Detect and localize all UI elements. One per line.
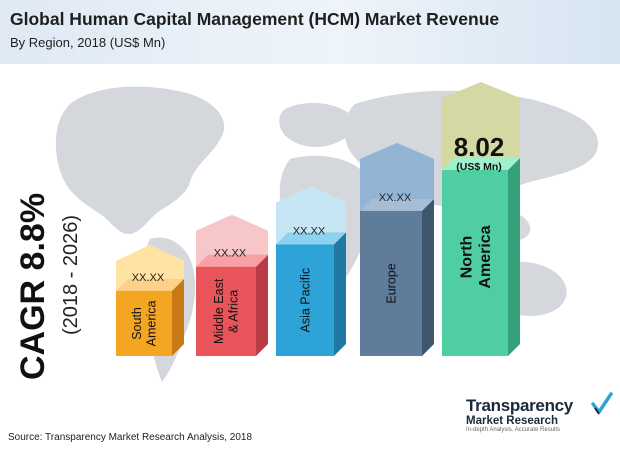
- logo-tagline: In-depth Analysis. Accurate Results: [466, 427, 561, 433]
- category-label-line: North: [458, 236, 475, 279]
- company-logo: Transparency Market Research In-depth An…: [466, 392, 616, 436]
- bar-top-2: [276, 232, 346, 245]
- bar-side-2: [334, 232, 346, 356]
- page-title: Global Human Capital Management (HCM) Ma…: [10, 9, 500, 29]
- bar-side-4: [508, 158, 520, 356]
- category-label-line: Asia Pacific: [298, 268, 312, 333]
- category-label-3: Europe: [384, 263, 398, 303]
- category-label-line: Middle East: [212, 278, 226, 344]
- bar-top-3: [360, 198, 434, 211]
- bar-arrow-3: [360, 142, 434, 211]
- category-label-1: Middle East& Africa: [212, 278, 240, 344]
- category-label-line: America: [145, 300, 159, 346]
- header-banner: Global Human Capital Management (HCM) Ma…: [0, 0, 620, 64]
- category-label-line: America: [477, 225, 494, 288]
- bar-arrow-1: [196, 214, 268, 267]
- bar-2: [276, 244, 334, 356]
- bar-0: [116, 290, 172, 356]
- logo-line2: Market Research: [466, 415, 559, 427]
- bar-arrow-4: [442, 82, 520, 170]
- data-label-3: XX.XX: [379, 192, 412, 204]
- bar-4: [442, 170, 508, 356]
- bar-top-4: [442, 158, 520, 170]
- category-label-line: South: [130, 307, 144, 340]
- category-label-4: NorthAmerica: [458, 225, 493, 288]
- bar-1: [196, 266, 256, 356]
- bar-top-0: [116, 278, 184, 291]
- data-label-2: XX.XX: [293, 225, 326, 237]
- logo-line1: Transparency: [466, 396, 573, 415]
- category-label-line: Europe: [384, 263, 398, 303]
- bar-top-1: [196, 254, 268, 267]
- cagr-period: (2018 - 2026): [60, 214, 82, 335]
- page-subtitle: By Region, 2018 (US$ Mn): [10, 35, 166, 50]
- bar-side-1: [256, 254, 268, 356]
- data-label-1: XX.XX: [214, 248, 247, 260]
- bar-3: [360, 210, 422, 356]
- category-label-0: SouthAmerica: [130, 300, 158, 346]
- bar-side-3: [422, 198, 434, 356]
- category-label-2: Asia Pacific: [298, 268, 312, 333]
- cagr-value: CAGR 8.8%: [14, 192, 52, 380]
- cagr-label: CAGR 8.8%: [14, 193, 53, 380]
- bar-side-0: [172, 278, 184, 356]
- category-label-line: & Africa: [227, 290, 241, 333]
- source-note: Source: Transparency Market Research Ana…: [8, 432, 253, 443]
- data-unit-label: (US$ Mn): [456, 161, 502, 173]
- data-label-0: XX.XX: [132, 272, 165, 284]
- bar-arrow-2: [276, 186, 346, 245]
- data-label-4: 8.02: [454, 132, 505, 162]
- checkmark-logo-icon: [591, 392, 613, 415]
